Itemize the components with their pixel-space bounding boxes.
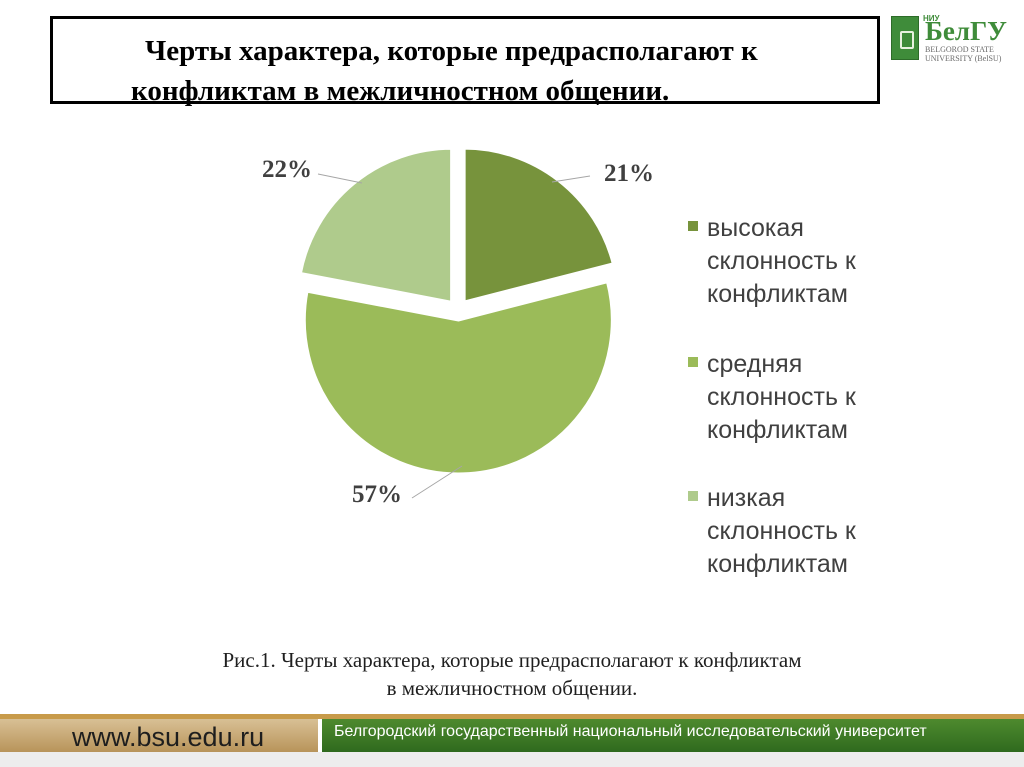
legend-label: конфликтам [707,550,848,578]
figure-caption-line-1: Рис.1. Черты характера, которые предрасп… [222,648,802,672]
figure-caption-line-2: в межличностном общении. [386,676,638,700]
pie-slice [298,146,454,305]
data-label: 21% [604,160,654,187]
title-box: Черты характера, которые предрасполагают… [50,16,880,107]
legend-label: конфликтам [707,280,848,308]
data-label: 22% [262,156,312,183]
footer-url-panel: www.bsu.edu.ru [0,719,318,752]
leader-line [551,175,591,183]
footer-accent-line [0,714,1024,719]
footer-bottom-strip [0,752,1024,767]
legend-label: низкая [707,484,785,512]
legend-swatch [688,491,698,501]
university-logo: НИУ БелГУ BELGOROD STATE UNIVERSITY (Bel… [889,14,1019,64]
legend-label: склонность к [707,517,857,545]
pie-chart: 21% 57% 22% высокая склонность к конфликтам ср… [262,146,857,578]
slide-title-line-1: Черты характера, которые предрасполагают… [145,35,758,67]
leader-line [411,465,463,499]
legend-label: высокая [707,214,804,242]
legend-label: конфликтам [707,416,848,444]
footer-name-panel: Белгородский государственный национальны… [322,719,1024,752]
footer-bar: www.bsu.edu.ru Белгородский государствен… [0,714,1024,752]
logo-university-line-1: BELGOROD STATE [925,45,994,54]
footer-url[interactable]: www.bsu.edu.ru [72,722,265,752]
legend-label: склонность к [707,383,857,411]
pie-slice [302,279,614,476]
footer-university-name: Белгородский государственный национальны… [334,723,927,740]
legend-label: склонность к [707,247,857,275]
slide-title-line-2: конфликтам в межличностном общении. [131,75,670,107]
legend-swatch [688,357,698,367]
legend-swatch [688,221,698,231]
slide-title: Черты характера, которые предрасполагают… [131,31,865,111]
figure-caption: Рис.1. Черты характера, которые предрасп… [100,646,924,702]
logo-brand-prefix: НИУ [923,14,940,23]
logo-university-line-2: UNIVERSITY (BelSU) [925,54,1002,63]
data-label: 57% [352,481,402,508]
logo-brand: БелГУ [925,16,1007,46]
leader-line [317,173,363,184]
pie-slice [462,146,616,305]
logo-university-name: BELGOROD STATE UNIVERSITY (BelSU) [925,45,1019,63]
university-emblem-icon [891,16,919,60]
legend-label: средняя [707,350,802,378]
